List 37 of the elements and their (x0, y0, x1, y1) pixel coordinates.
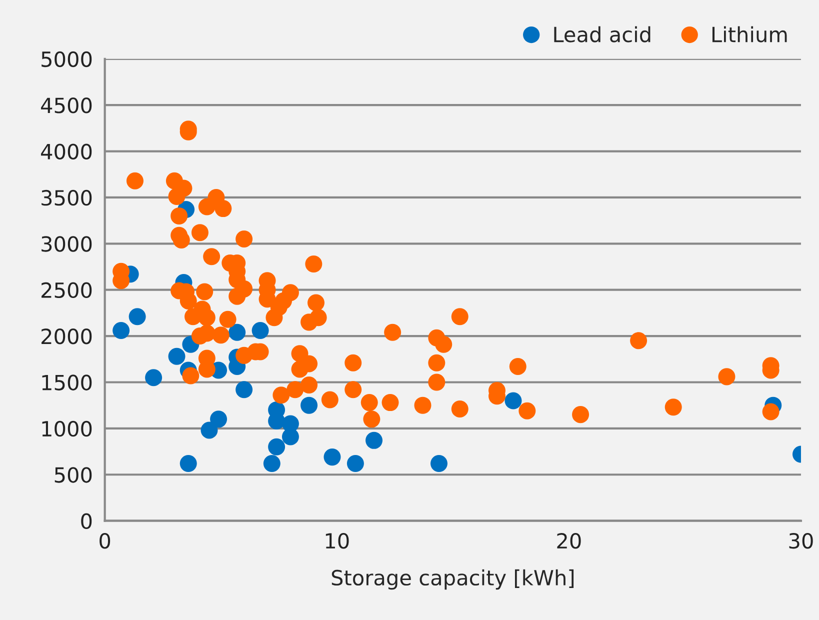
x-tick-label: 0 (100, 532, 110, 549)
point (268, 438, 286, 456)
point (366, 432, 383, 449)
y-tick-label: 4500 (41, 98, 92, 114)
y-tick-label: 2500 (42, 282, 92, 298)
point (282, 428, 299, 446)
point (228, 324, 246, 341)
point (145, 369, 162, 386)
point (180, 455, 197, 472)
y-tick-label: 4000 (41, 144, 92, 160)
point (324, 448, 341, 466)
point (263, 455, 280, 472)
y-tick-label: 2000 (42, 328, 92, 344)
point (200, 422, 218, 439)
x-tick-label: 30 (789, 532, 813, 549)
y-tick-label: 1000 (42, 420, 92, 437)
point (300, 396, 318, 414)
point (112, 322, 130, 339)
y-tick-label: 0 (81, 513, 92, 530)
legend-label: Lithium (712, 26, 787, 42)
x-axis-title: Storage capacity [kWh] (332, 569, 574, 590)
y-tick-label: 1500 (42, 374, 92, 390)
point (504, 392, 522, 410)
y-tick-label: 5000 (42, 51, 92, 68)
point (236, 381, 253, 398)
legend-label: Lead acid (554, 26, 650, 42)
point (128, 308, 146, 326)
y-tick-label: 3500 (42, 190, 92, 206)
point (252, 322, 269, 339)
point (210, 410, 228, 428)
y-tick-label: 3000 (42, 236, 92, 252)
x-tick-label: 20 (557, 532, 581, 549)
y-tick-label: 500 (54, 467, 92, 483)
point (346, 455, 364, 472)
point (168, 348, 186, 365)
point (430, 455, 448, 472)
x-tick-label: 10 (326, 532, 349, 549)
